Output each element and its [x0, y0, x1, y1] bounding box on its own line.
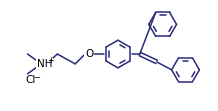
Text: Cl: Cl [25, 75, 36, 85]
Text: O: O [85, 49, 93, 59]
Text: −: − [33, 73, 40, 82]
Text: NH: NH [37, 59, 52, 69]
Text: +: + [47, 56, 54, 65]
